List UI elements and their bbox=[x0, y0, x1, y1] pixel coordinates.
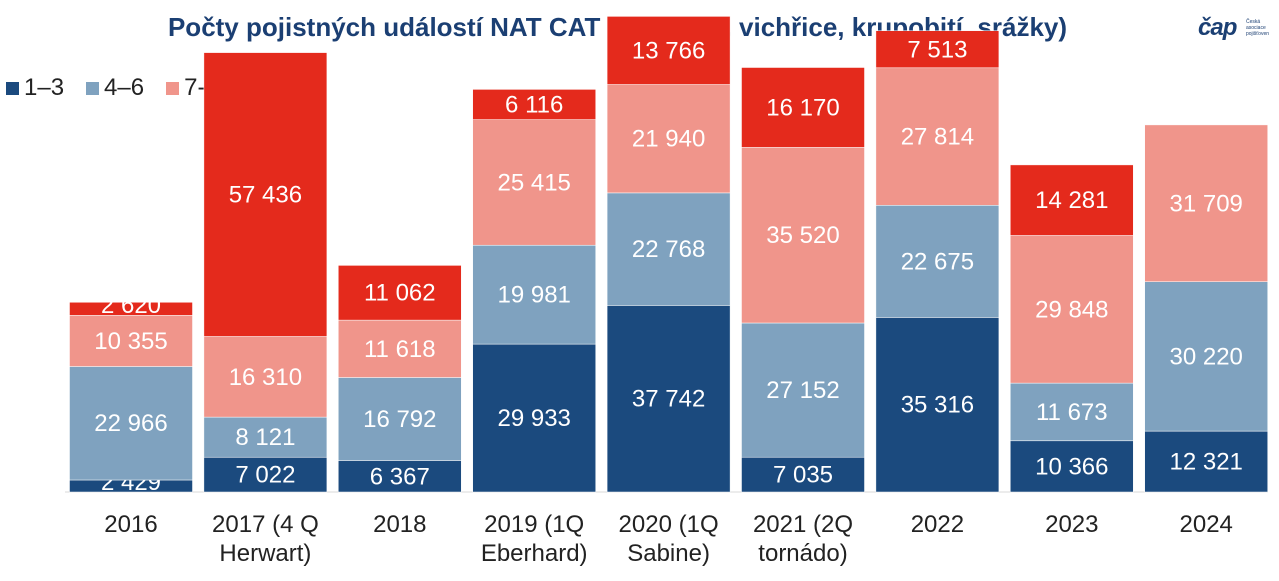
bar-segment bbox=[69, 366, 193, 481]
data-label: 12 321 bbox=[1169, 449, 1242, 476]
bar-segment bbox=[606, 16, 731, 85]
data-label: 27 814 bbox=[901, 124, 974, 151]
data-label: 31 709 bbox=[1169, 190, 1242, 217]
data-label: 2 620 bbox=[101, 292, 161, 319]
data-label: 35 520 bbox=[766, 222, 839, 249]
data-label: 57 436 bbox=[229, 182, 302, 209]
category-label: Herwart) bbox=[219, 540, 311, 567]
data-label: 27 152 bbox=[766, 377, 839, 404]
data-label: 22 966 bbox=[94, 410, 167, 437]
legend-item: 4–6 bbox=[86, 74, 144, 102]
data-label: 16 792 bbox=[363, 406, 436, 433]
data-label: 22 675 bbox=[901, 248, 974, 275]
bar-segment bbox=[472, 245, 596, 345]
data-label: 22 768 bbox=[632, 236, 705, 263]
bar-segment bbox=[875, 205, 1000, 318]
category-label: 2017 (4 Q bbox=[212, 511, 319, 538]
data-label: 11 673 bbox=[1036, 399, 1108, 426]
category-label: 2019 (1Q bbox=[484, 511, 584, 538]
bar-segment bbox=[741, 67, 865, 148]
data-label: 16 310 bbox=[229, 364, 302, 391]
data-label: 19 981 bbox=[497, 282, 570, 309]
bar-segment bbox=[338, 265, 462, 321]
logo-text: čap bbox=[1198, 14, 1237, 41]
data-label: 7 513 bbox=[907, 36, 967, 63]
bar-segment bbox=[1010, 235, 1134, 384]
legend-swatch bbox=[6, 81, 19, 95]
category-label: 2020 (1Q bbox=[619, 511, 719, 538]
data-label: 30 220 bbox=[1169, 343, 1242, 370]
bar-segment bbox=[1144, 430, 1268, 493]
bar-segment bbox=[741, 147, 865, 324]
bar-segment bbox=[472, 119, 596, 246]
bar-segment bbox=[472, 89, 596, 120]
bar-segment bbox=[69, 315, 193, 367]
category-label: 2024 bbox=[1180, 511, 1233, 538]
category-label: 2022 bbox=[911, 511, 964, 538]
category-label: Eberhard) bbox=[481, 540, 588, 567]
data-label: 21 940 bbox=[632, 126, 705, 153]
bar-segment bbox=[741, 322, 865, 458]
legend-swatch bbox=[86, 81, 100, 95]
data-label: 7 022 bbox=[235, 462, 295, 489]
category-label: 2016 bbox=[104, 511, 157, 538]
bar-segment bbox=[203, 457, 328, 493]
legend-swatch bbox=[166, 81, 180, 95]
bar-segment bbox=[338, 377, 462, 461]
category-label: 2021 (2Q bbox=[753, 511, 853, 538]
bar-segment bbox=[338, 460, 462, 493]
data-label: 29 933 bbox=[497, 405, 570, 432]
data-label: 10 366 bbox=[1035, 453, 1108, 480]
data-label: 14 281 bbox=[1035, 187, 1108, 214]
bar-segment bbox=[203, 416, 328, 458]
bar-segment bbox=[1144, 281, 1268, 432]
cap-logo: čap Česká asociace pojišťoven bbox=[1198, 14, 1274, 44]
category-label: tornádo) bbox=[758, 540, 847, 567]
bar-segment bbox=[472, 343, 596, 493]
category-label: 2023 bbox=[1045, 511, 1098, 538]
data-label: 11 062 bbox=[364, 280, 436, 307]
data-label: 7 035 bbox=[773, 462, 833, 489]
bar-segment bbox=[606, 84, 731, 194]
category-label: Sabine) bbox=[627, 540, 710, 567]
bar-segment bbox=[875, 30, 1000, 69]
bar-segment bbox=[741, 456, 865, 493]
bar-segment bbox=[1010, 382, 1134, 442]
bar-segment bbox=[606, 192, 731, 306]
data-label: 11 618 bbox=[364, 336, 436, 363]
bar-segment bbox=[203, 52, 328, 337]
data-label: 10 355 bbox=[94, 328, 167, 355]
bar-segment bbox=[69, 302, 193, 316]
data-label: 6 367 bbox=[370, 463, 430, 490]
data-label: 37 742 bbox=[632, 386, 705, 413]
category-label: 2018 bbox=[373, 511, 426, 538]
legend-label: 1–3 bbox=[24, 74, 65, 101]
bar-segment bbox=[1144, 124, 1268, 282]
bar-segment bbox=[203, 336, 328, 418]
legend-item: 1–3 bbox=[6, 74, 64, 102]
data-label: 6 116 bbox=[505, 92, 563, 119]
data-label: 13 766 bbox=[632, 37, 705, 64]
bar-segment bbox=[1010, 440, 1134, 493]
data-label: 35 316 bbox=[901, 392, 974, 419]
legend-label: 4–6 bbox=[104, 74, 145, 101]
bar-segment bbox=[1010, 164, 1134, 236]
data-label: 25 415 bbox=[497, 169, 570, 196]
bar-segment bbox=[606, 305, 731, 493]
logo-subtitle: Česká asociace pojišťoven bbox=[1246, 19, 1270, 37]
data-label: 29 848 bbox=[1035, 296, 1108, 323]
bar-segment bbox=[338, 319, 462, 378]
data-label: 8 121 bbox=[235, 424, 295, 451]
bar-segment bbox=[875, 317, 1000, 493]
data-label: 16 170 bbox=[766, 94, 839, 121]
